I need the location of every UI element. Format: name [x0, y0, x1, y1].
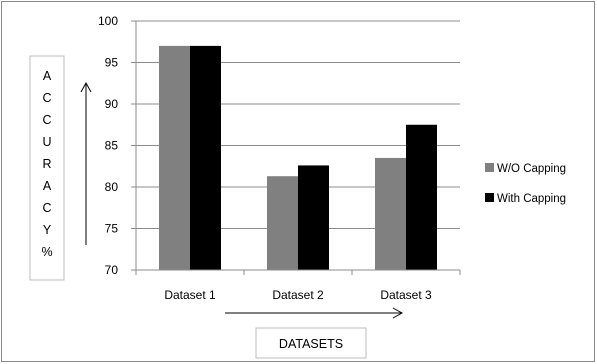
y-axis-label-letter: R [42, 157, 51, 171]
bar-with-capping [190, 45, 221, 271]
y-tick-label: 70 [105, 263, 119, 277]
y-axis-label-letter: % [41, 245, 52, 259]
x-tick-label: Dataset 1 [164, 288, 216, 302]
y-axis-arrow [80, 81, 92, 245]
y-axis-label-letter: C [42, 201, 51, 215]
y-axis-label-letter: Y [43, 223, 52, 237]
y-tick-label: 100 [98, 14, 118, 28]
y-axis-label-letter: A [43, 179, 52, 193]
bar-with-capping [298, 165, 329, 270]
legend-entry: W/O Capping [497, 163, 566, 175]
legend-swatch [485, 163, 494, 172]
x-axis-label: DATASETS [279, 337, 343, 351]
y-axis-label-box [29, 55, 65, 281]
y-tick-label: 75 [105, 222, 119, 236]
x-tick-label: Dataset 3 [380, 288, 432, 302]
y-axis-label-letter: C [42, 91, 51, 105]
y-axis-label-letter: C [42, 113, 51, 127]
y-axis-label-letter: U [42, 135, 51, 149]
x-tick-label: Dataset 2 [272, 288, 324, 302]
x-axis-arrow [225, 307, 404, 319]
legend-entry: With Capping [497, 193, 566, 205]
y-tick-label: 90 [105, 97, 119, 111]
bar-wo-capping [375, 157, 406, 270]
bars [159, 45, 437, 271]
bar-with-capping [406, 124, 437, 270]
legend: W/O Capping With Capping [485, 163, 566, 205]
legend-swatch [485, 193, 494, 202]
y-tick-label: 95 [105, 56, 119, 70]
bar-wo-capping [159, 45, 190, 271]
y-axis-label-letter: A [43, 69, 52, 83]
bar-wo-capping [267, 176, 298, 270]
x-tick-labels: Dataset 1 Dataset 2 Dataset 3 [164, 288, 432, 302]
y-tick-label: 85 [105, 139, 119, 153]
axes [131, 20, 461, 275]
y-tick-label: 80 [105, 180, 119, 194]
y-tick-labels: 70 75 80 85 90 95 100 [98, 14, 118, 277]
x-axis-label-box [255, 327, 367, 359]
